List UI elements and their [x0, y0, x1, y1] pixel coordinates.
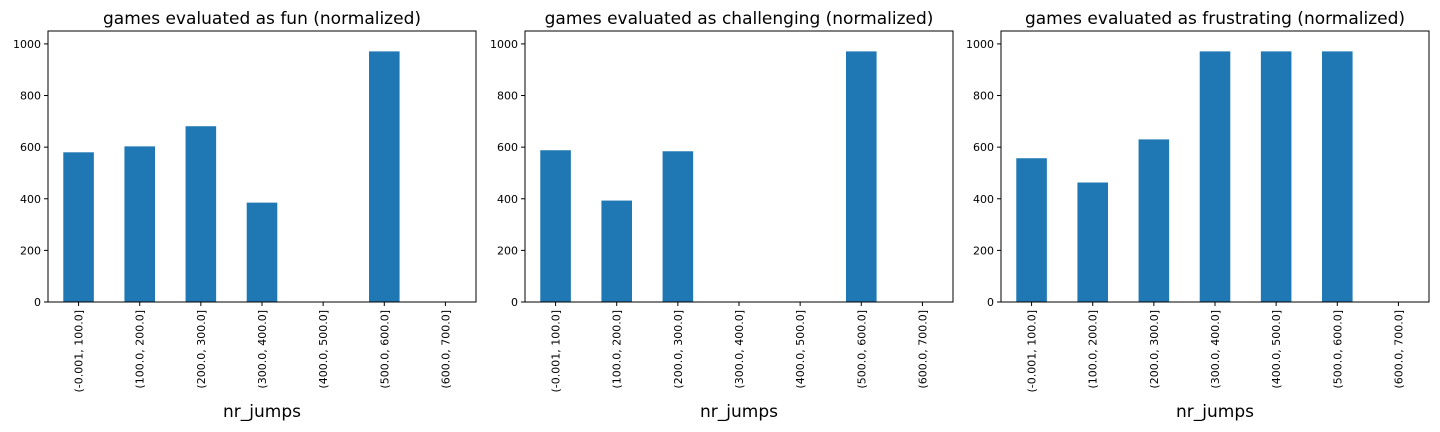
- chart-panel-3: 0 200 400 600 800 1000 (-0.001, 100.0] (100.0, …: [966, 9, 1430, 422]
- x-tick-label: (500.0, 600.0]: [855, 310, 868, 389]
- plot-frame: [524, 30, 954, 303]
- y-tick-label: 600: [20, 141, 41, 154]
- x-tick-label: (600.0, 700.0]: [916, 310, 929, 389]
- chart-panel-1: 0 200 400 600 800 1000 (-0.001, 100.0] (100.0, …: [13, 9, 477, 422]
- chart-panel-2: 0 200 400 600 800 1000 (-0.001, 100.0] (100.0, …: [490, 9, 954, 422]
- bar-1-2: [124, 146, 155, 302]
- bar-3-6: [1322, 51, 1353, 302]
- y-tick-label: 800: [20, 90, 41, 103]
- x-tick-label: (600.0, 700.0]: [439, 310, 452, 389]
- y-tick-label: 400: [973, 193, 994, 206]
- x-tick-label: (400.0, 500.0]: [1270, 310, 1283, 389]
- x-tick-label: (200.0, 300.0]: [1148, 310, 1161, 389]
- bar-1-4: [246, 202, 278, 302]
- bar-1-6: [369, 51, 400, 302]
- chart-title: games evaluated as fun (normalized): [103, 9, 421, 29]
- x-axis-label: nr_jumps: [700, 402, 778, 422]
- y-tick-label: 200: [20, 244, 41, 257]
- bar-3-2: [1077, 182, 1108, 302]
- x-tick-label: (400.0, 500.0]: [794, 310, 807, 389]
- x-tick-label: (100.0, 200.0]: [611, 310, 624, 389]
- x-tick-label: (200.0, 300.0]: [672, 310, 685, 389]
- bar-2-2: [601, 200, 632, 302]
- x-tick-label: (200.0, 300.0]: [195, 310, 208, 389]
- x-tick-label: (100.0, 200.0]: [1087, 310, 1100, 389]
- x-tick-label: (400.0, 500.0]: [317, 310, 330, 389]
- x-tick-label: (-0.001, 100.0]: [73, 310, 86, 393]
- bar-2-3: [662, 151, 694, 302]
- y-tick-label: 1000: [490, 38, 518, 51]
- x-tick-label: (300.0, 400.0]: [256, 310, 269, 389]
- x-tick-label: (300.0, 400.0]: [733, 310, 746, 389]
- y-tick-label: 0: [34, 296, 41, 309]
- y-tick-label: 400: [20, 193, 41, 206]
- y-tick-label: 0: [987, 296, 994, 309]
- x-tick-label: (500.0, 600.0]: [1331, 310, 1344, 389]
- y-tick-label: 1000: [966, 38, 994, 51]
- chart-title: games evaluated as frustrating (normaliz…: [1025, 9, 1405, 29]
- bar-3-4: [1199, 51, 1231, 302]
- x-axis-label: nr_jumps: [223, 402, 301, 422]
- x-tick-label: (-0.001, 100.0]: [1026, 310, 1039, 393]
- bar-2-1: [540, 150, 571, 302]
- y-tick-label: 600: [497, 141, 518, 154]
- y-tick-label: 800: [497, 90, 518, 103]
- bar-3-1: [1016, 158, 1047, 302]
- y-tick-label: 600: [973, 141, 994, 154]
- x-tick-label: (100.0, 200.0]: [134, 310, 147, 389]
- y-tick-label: 0: [511, 296, 518, 309]
- bar-1-1: [63, 152, 94, 302]
- y-tick-label: 400: [497, 193, 518, 206]
- y-tick-label: 1000: [13, 38, 41, 51]
- bar-3-5: [1260, 51, 1292, 302]
- x-tick-label: (500.0, 600.0]: [378, 310, 391, 389]
- x-axis-label: nr_jumps: [1176, 402, 1254, 422]
- y-tick-label: 200: [973, 244, 994, 257]
- y-tick-label: 200: [497, 244, 518, 257]
- x-tick-label: (600.0, 700.0]: [1392, 310, 1405, 389]
- bar-1-3: [185, 126, 217, 302]
- bar-3-3: [1138, 139, 1170, 302]
- y-tick-label: 800: [973, 90, 994, 103]
- bar-2-6: [846, 51, 877, 302]
- x-tick-label: (-0.001, 100.0]: [550, 310, 563, 393]
- chart-title: games evaluated as challenging (normaliz…: [545, 9, 934, 29]
- x-tick-label: (300.0, 400.0]: [1209, 310, 1222, 389]
